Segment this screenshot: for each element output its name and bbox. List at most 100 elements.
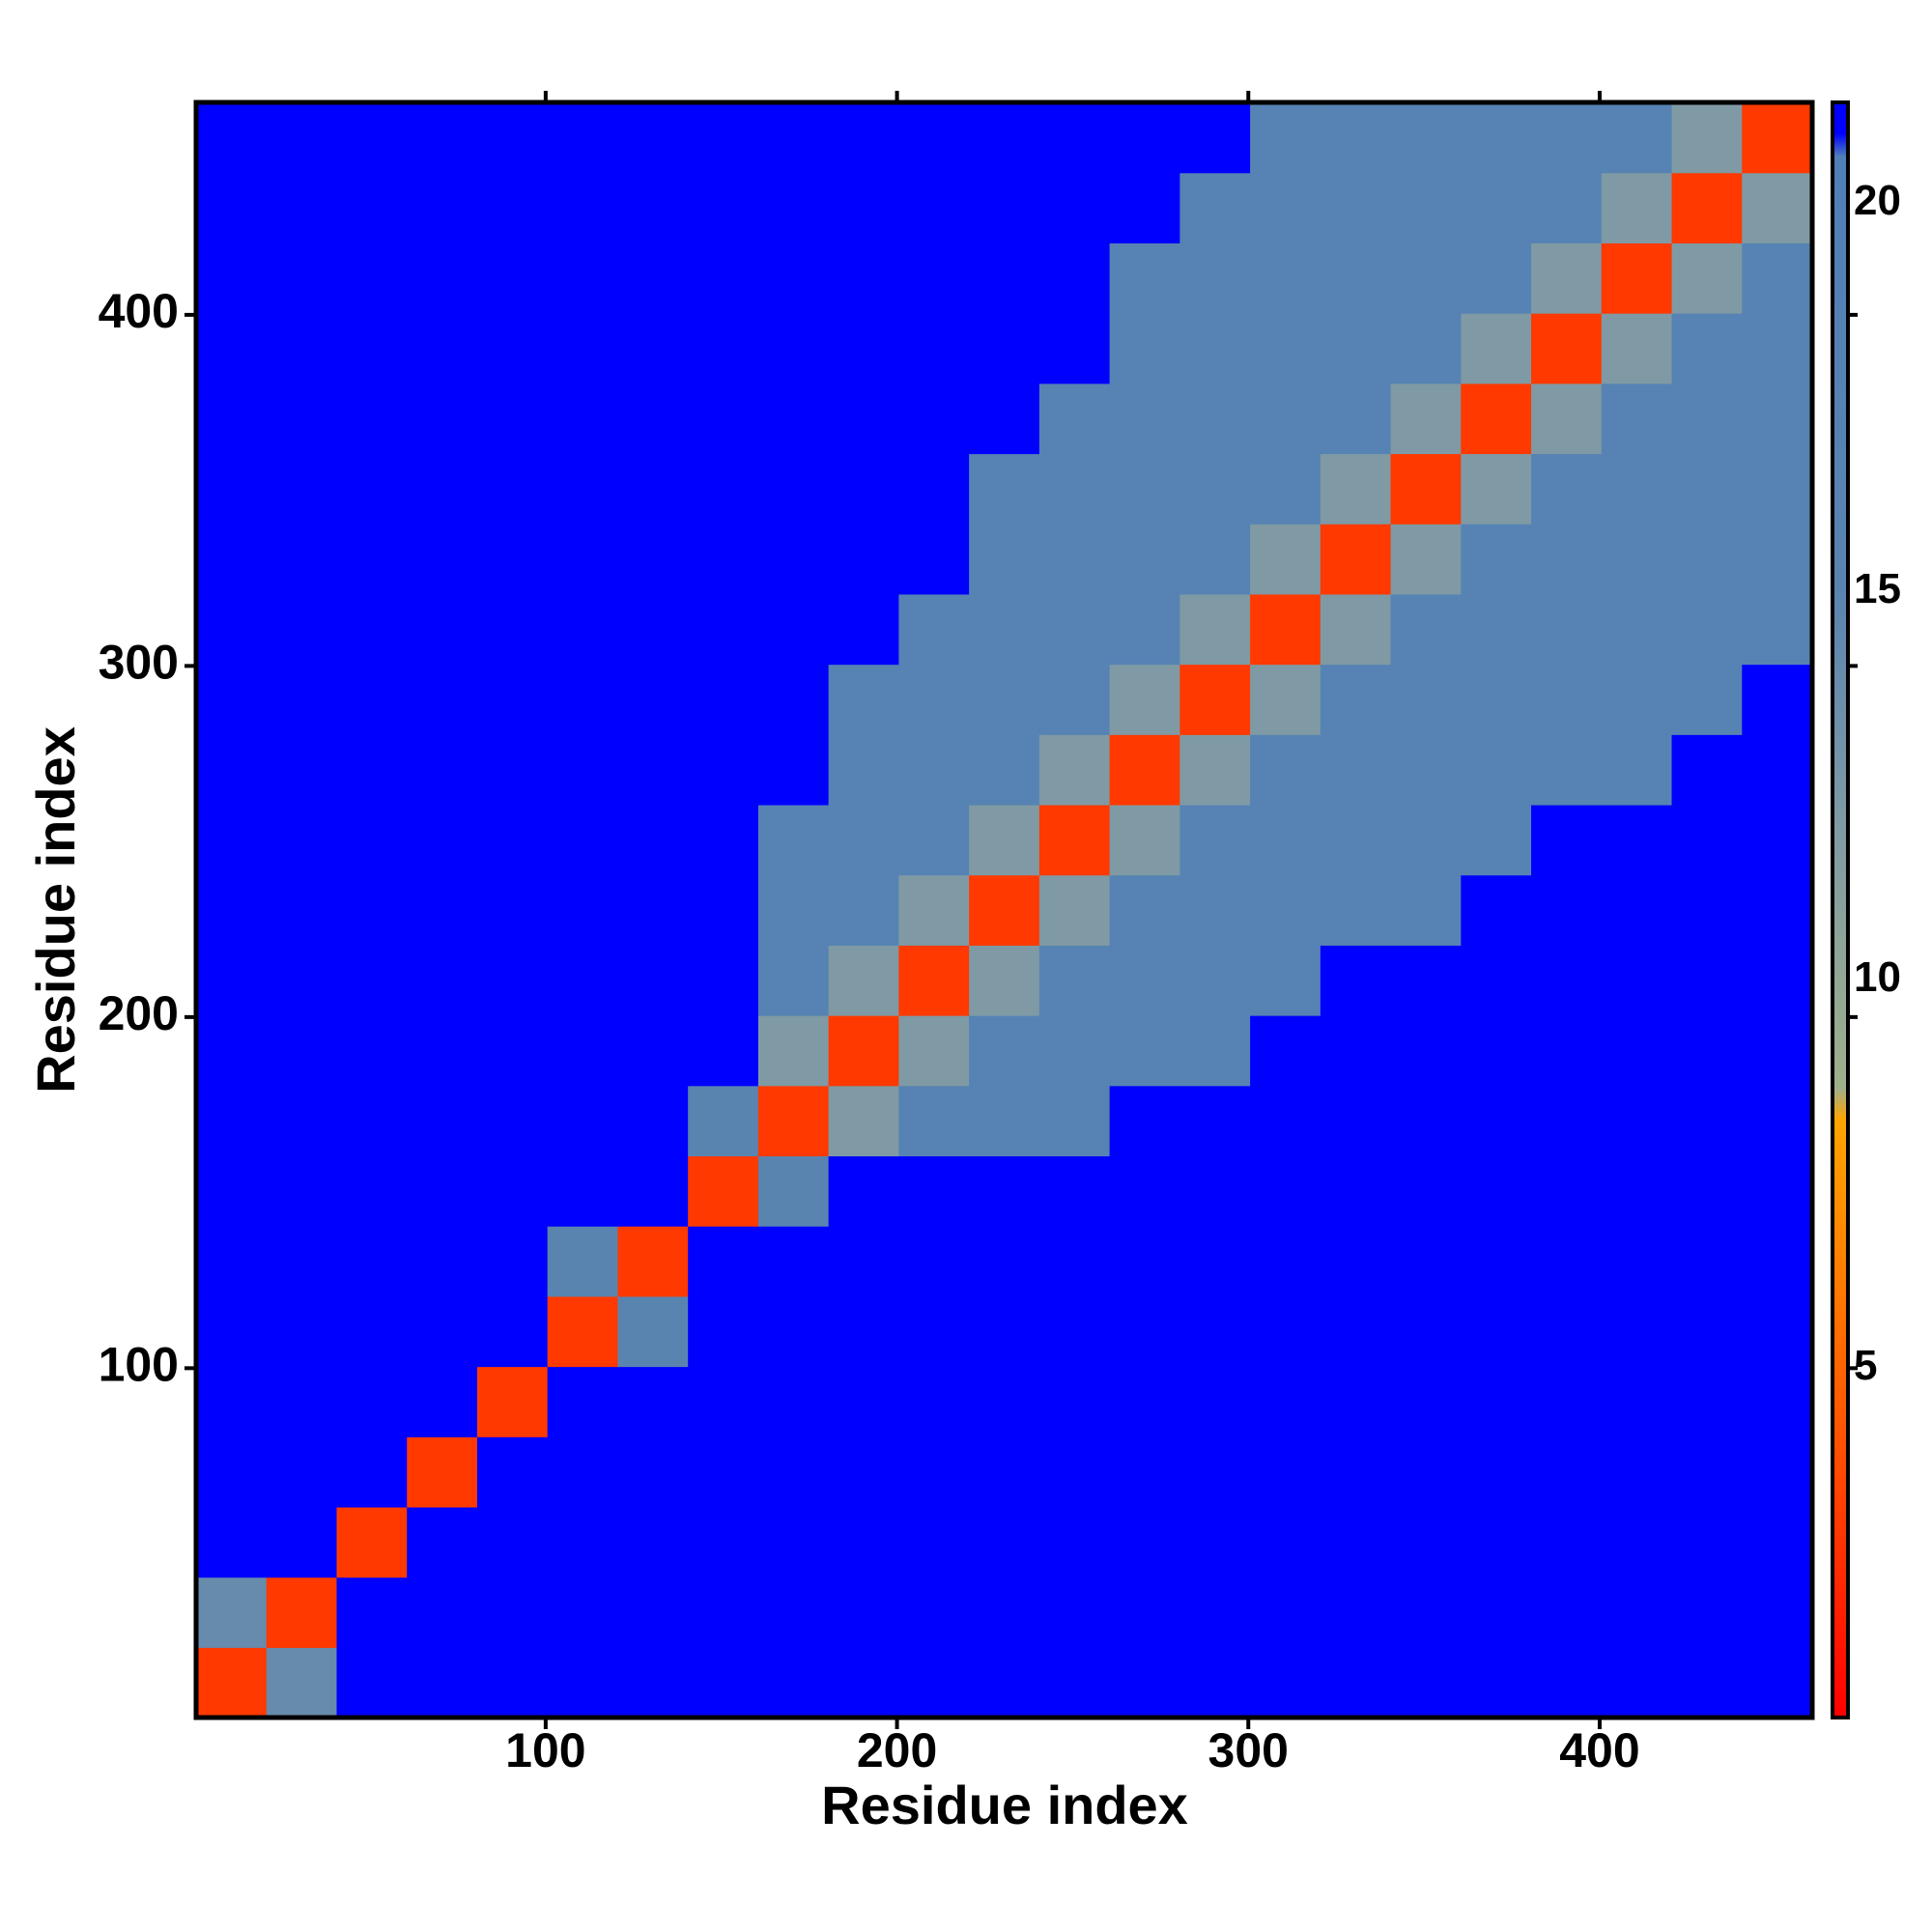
heatmap-cell bbox=[617, 1506, 689, 1578]
heatmap-cell bbox=[547, 1226, 619, 1297]
heatmap-cell bbox=[1531, 1085, 1603, 1157]
heatmap-cell bbox=[266, 453, 338, 525]
heatmap-cell bbox=[1742, 453, 1812, 525]
heatmap-cell bbox=[757, 804, 830, 876]
heatmap-cell bbox=[688, 734, 759, 806]
heatmap-cell bbox=[757, 593, 830, 666]
heatmap-cell bbox=[476, 172, 549, 243]
heatmap-cell bbox=[336, 1647, 408, 1718]
heatmap-cell bbox=[688, 102, 759, 174]
heatmap-cell bbox=[196, 172, 268, 243]
heatmap-cell bbox=[1109, 242, 1180, 314]
heatmap-cell bbox=[1601, 1366, 1673, 1437]
heatmap-cell bbox=[1250, 1436, 1321, 1508]
x-tick-label: 100 bbox=[505, 1723, 585, 1777]
heatmap-cell bbox=[617, 453, 689, 525]
heatmap-cell bbox=[1038, 1436, 1111, 1508]
heatmap-cell bbox=[336, 102, 408, 174]
heatmap-cell bbox=[1742, 1436, 1812, 1508]
heatmap-cell bbox=[1671, 242, 1743, 314]
heatmap-cell bbox=[336, 1577, 408, 1648]
heatmap-cell bbox=[336, 945, 408, 1016]
heatmap-cell bbox=[407, 804, 478, 876]
heatmap-cell bbox=[1742, 242, 1812, 314]
heatmap-cell bbox=[1250, 242, 1321, 314]
heatmap-cell bbox=[1671, 102, 1743, 174]
heatmap-cell bbox=[1250, 102, 1321, 174]
heatmap-cell bbox=[617, 242, 689, 314]
heatmap-cell bbox=[407, 874, 478, 946]
heatmap-cell bbox=[1250, 453, 1321, 525]
heatmap-cell bbox=[1601, 242, 1673, 314]
heatmap-cell bbox=[617, 664, 689, 735]
heatmap-cell bbox=[617, 313, 689, 384]
heatmap-cell bbox=[1461, 1226, 1532, 1297]
heatmap-cell bbox=[1742, 172, 1812, 243]
heatmap-cell bbox=[828, 524, 899, 595]
heatmap-cell bbox=[476, 1436, 549, 1508]
heatmap-cell bbox=[688, 804, 759, 876]
heatmap-cell bbox=[1179, 1085, 1251, 1157]
heatmap-cell bbox=[476, 734, 549, 806]
heatmap-cell bbox=[196, 524, 268, 595]
heatmap-cell bbox=[757, 1577, 830, 1648]
heatmap-cell bbox=[336, 664, 408, 735]
heatmap-cell bbox=[1109, 1295, 1180, 1368]
heatmap-cell bbox=[196, 1295, 268, 1368]
heatmap-cell bbox=[1109, 945, 1180, 1016]
heatmap-cell bbox=[407, 1506, 478, 1578]
heatmap-cell bbox=[617, 1647, 689, 1718]
heatmap-cell bbox=[1671, 383, 1743, 455]
heatmap-cell bbox=[407, 664, 478, 735]
heatmap-cell bbox=[547, 1085, 619, 1157]
heatmap-cell bbox=[407, 1226, 478, 1297]
heatmap-cell bbox=[1531, 172, 1603, 243]
heatmap-cell bbox=[1461, 1015, 1532, 1087]
heatmap-cell bbox=[969, 1366, 1040, 1437]
heatmap-cell bbox=[688, 1015, 759, 1087]
heatmap-cell bbox=[757, 664, 830, 735]
heatmap-cell bbox=[828, 313, 899, 384]
heatmap-cell bbox=[1320, 242, 1392, 314]
heatmap-cell bbox=[266, 1647, 338, 1718]
heatmap-cell bbox=[969, 1226, 1040, 1297]
heatmap-cell bbox=[1531, 1015, 1603, 1087]
heatmap-cell bbox=[1461, 804, 1532, 876]
heatmap-cell bbox=[1109, 874, 1180, 946]
heatmap-cell bbox=[1531, 734, 1603, 806]
heatmap-cell bbox=[1320, 1366, 1392, 1437]
heatmap-cell bbox=[407, 1155, 478, 1227]
heatmap-cell bbox=[688, 1366, 759, 1437]
heatmap-cell bbox=[1601, 453, 1673, 525]
heatmap-cell bbox=[1109, 1226, 1180, 1297]
heatmap-cell bbox=[336, 453, 408, 525]
heatmap-cell bbox=[196, 1436, 268, 1508]
heatmap-cell bbox=[1531, 1295, 1603, 1368]
heatmap-cell bbox=[828, 1506, 899, 1578]
heatmap-cell bbox=[266, 313, 338, 384]
heatmap-cell bbox=[757, 1366, 830, 1437]
heatmap-cell bbox=[1250, 804, 1321, 876]
heatmap-cell bbox=[969, 1506, 1040, 1578]
heatmap-cell bbox=[757, 383, 830, 455]
heatmap-cell bbox=[476, 1085, 549, 1157]
heatmap-cell bbox=[828, 383, 899, 455]
heatmap-cell bbox=[1390, 1366, 1462, 1437]
heatmap-cell bbox=[266, 1155, 338, 1227]
heatmap-cell bbox=[196, 453, 268, 525]
heatmap-cell bbox=[1109, 524, 1180, 595]
heatmap-cell bbox=[969, 102, 1040, 174]
heatmap-cell bbox=[1179, 1577, 1251, 1648]
heatmap-cell bbox=[969, 383, 1040, 455]
heatmap-cell bbox=[476, 102, 549, 174]
heatmap-cell bbox=[1671, 172, 1743, 243]
heatmap-cell bbox=[336, 1015, 408, 1087]
heatmap-cell bbox=[898, 1155, 970, 1227]
heatmap-cell bbox=[1038, 1155, 1111, 1227]
heatmap-cell bbox=[1320, 313, 1392, 384]
heatmap-cell bbox=[1742, 1366, 1812, 1437]
heatmap-cell bbox=[1390, 804, 1462, 876]
heatmap-cell bbox=[1320, 945, 1392, 1016]
heatmap-cell bbox=[1742, 945, 1812, 1016]
heatmap-cell bbox=[1742, 524, 1812, 595]
